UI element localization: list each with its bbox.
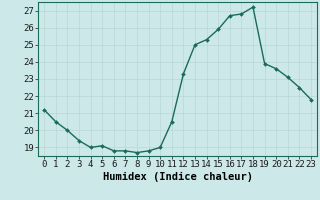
X-axis label: Humidex (Indice chaleur): Humidex (Indice chaleur) xyxy=(103,172,252,182)
